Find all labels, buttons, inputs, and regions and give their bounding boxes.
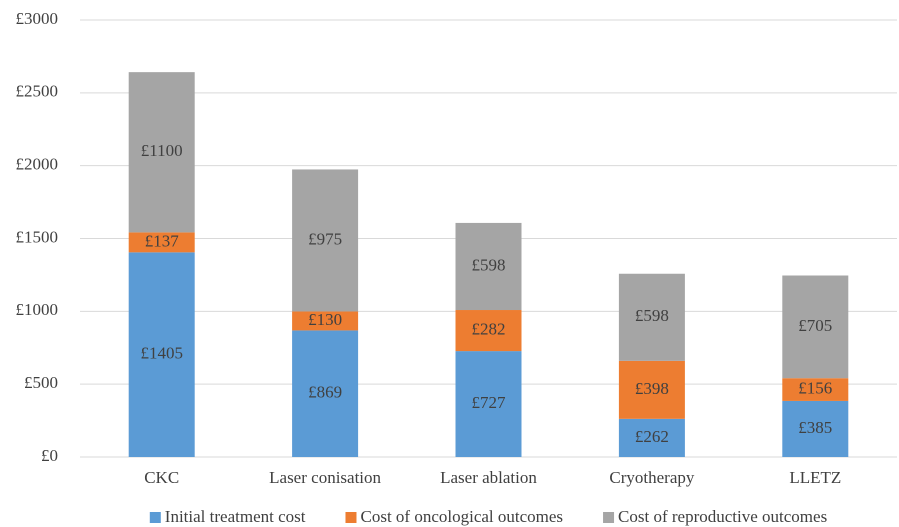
legend-label: Cost of oncological outcomes xyxy=(360,507,563,526)
bar-segment xyxy=(455,222,522,311)
bar-segment xyxy=(618,273,685,361)
value-label: £385 xyxy=(798,418,832,437)
x-tick-label: CKC xyxy=(144,468,179,487)
legend-swatch xyxy=(149,512,161,523)
bar-segment xyxy=(782,400,849,457)
y-tick-label: £1500 xyxy=(16,227,59,246)
x-tick-label: Laser conisation xyxy=(269,468,381,487)
value-label: £262 xyxy=(635,427,669,446)
value-label: £598 xyxy=(472,255,506,274)
value-label: £1405 xyxy=(140,344,183,363)
value-label: £727 xyxy=(472,393,507,412)
bar-segment xyxy=(128,72,195,233)
bar-segment xyxy=(128,252,195,457)
bar-segment xyxy=(782,275,849,379)
y-tick-label: £3000 xyxy=(16,9,59,28)
legend-label: Initial treatment cost xyxy=(165,507,306,526)
bar-segment xyxy=(618,360,685,419)
value-label: £130 xyxy=(308,310,342,329)
y-tick-label: £0 xyxy=(41,446,58,465)
bar-segment xyxy=(455,351,522,457)
value-label: £705 xyxy=(798,316,832,335)
value-label: £598 xyxy=(635,306,669,325)
legend-label: Cost of reproductive outcomes xyxy=(618,507,827,526)
x-tick-label: Cryotherapy xyxy=(609,468,694,487)
value-label: £869 xyxy=(308,383,342,402)
bar-segment xyxy=(292,330,359,457)
value-label: £398 xyxy=(635,379,669,398)
value-label: £975 xyxy=(308,229,342,248)
value-label: £282 xyxy=(472,319,506,338)
legend-swatch xyxy=(603,512,615,523)
value-label: £137 xyxy=(145,231,180,250)
bar-segment xyxy=(128,232,195,253)
value-label: £156 xyxy=(798,378,832,397)
bar-segment xyxy=(292,169,359,312)
value-label: £1100 xyxy=(141,141,183,160)
x-tick-label: Laser ablation xyxy=(440,468,537,487)
bar-segment xyxy=(455,310,522,352)
bar-segment xyxy=(292,311,359,331)
y-tick-label: £2500 xyxy=(16,82,59,101)
legend-swatch xyxy=(345,512,357,523)
bar-segment xyxy=(618,418,685,457)
bar-segment xyxy=(782,378,849,401)
y-tick-label: £1000 xyxy=(16,300,59,319)
x-tick-label: LLETZ xyxy=(789,468,841,487)
y-tick-label: £2000 xyxy=(16,155,59,174)
y-tick-label: £500 xyxy=(24,373,58,392)
